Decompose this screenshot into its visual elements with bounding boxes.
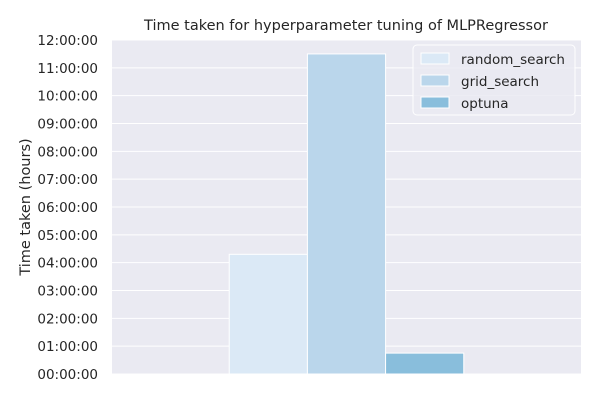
y-tick-label: 09:00:00 [37, 117, 98, 133]
y-axis-label: Time taken (hours) [18, 138, 34, 276]
y-tick-label: 01:00:00 [37, 339, 98, 355]
y-tick-labels: 00:00:00 01:00:00 02:00:00 03:00:00 04:00:00… [37, 33, 98, 383]
bar-random-search [228, 253, 308, 375]
y-tick-label: 07:00:00 [37, 172, 98, 188]
legend-label-optuna: optuna [461, 96, 509, 112]
legend-swatch-optuna [420, 96, 450, 109]
y-tick-label: 12:00:00 [37, 33, 98, 49]
y-tick-label: 06:00:00 [37, 200, 98, 216]
y-tick-label: 02:00:00 [37, 311, 98, 327]
y-tick-label: 10:00:00 [37, 89, 98, 105]
legend-box [412, 44, 576, 116]
y-tick-label: 05:00:00 [37, 228, 98, 244]
legend-label-grid-search: grid_search [461, 74, 539, 90]
bar-optuna [385, 352, 465, 375]
legend-swatch-random-search [420, 52, 450, 65]
bar-grid-search [306, 53, 387, 375]
y-tick-label: 08:00:00 [37, 144, 98, 160]
y-tick-label: 00:00:00 [37, 367, 98, 383]
bars [228, 53, 465, 375]
y-tick-label: 04:00:00 [37, 256, 98, 272]
y-tick-label: 03:00:00 [37, 284, 98, 300]
chart-title: Time taken for hyperparameter tuning of … [143, 18, 548, 34]
y-tick-label: 11:00:00 [37, 61, 98, 77]
legend-label-random-search: random_search [461, 52, 565, 68]
legend-swatch-grid-search [420, 74, 450, 87]
